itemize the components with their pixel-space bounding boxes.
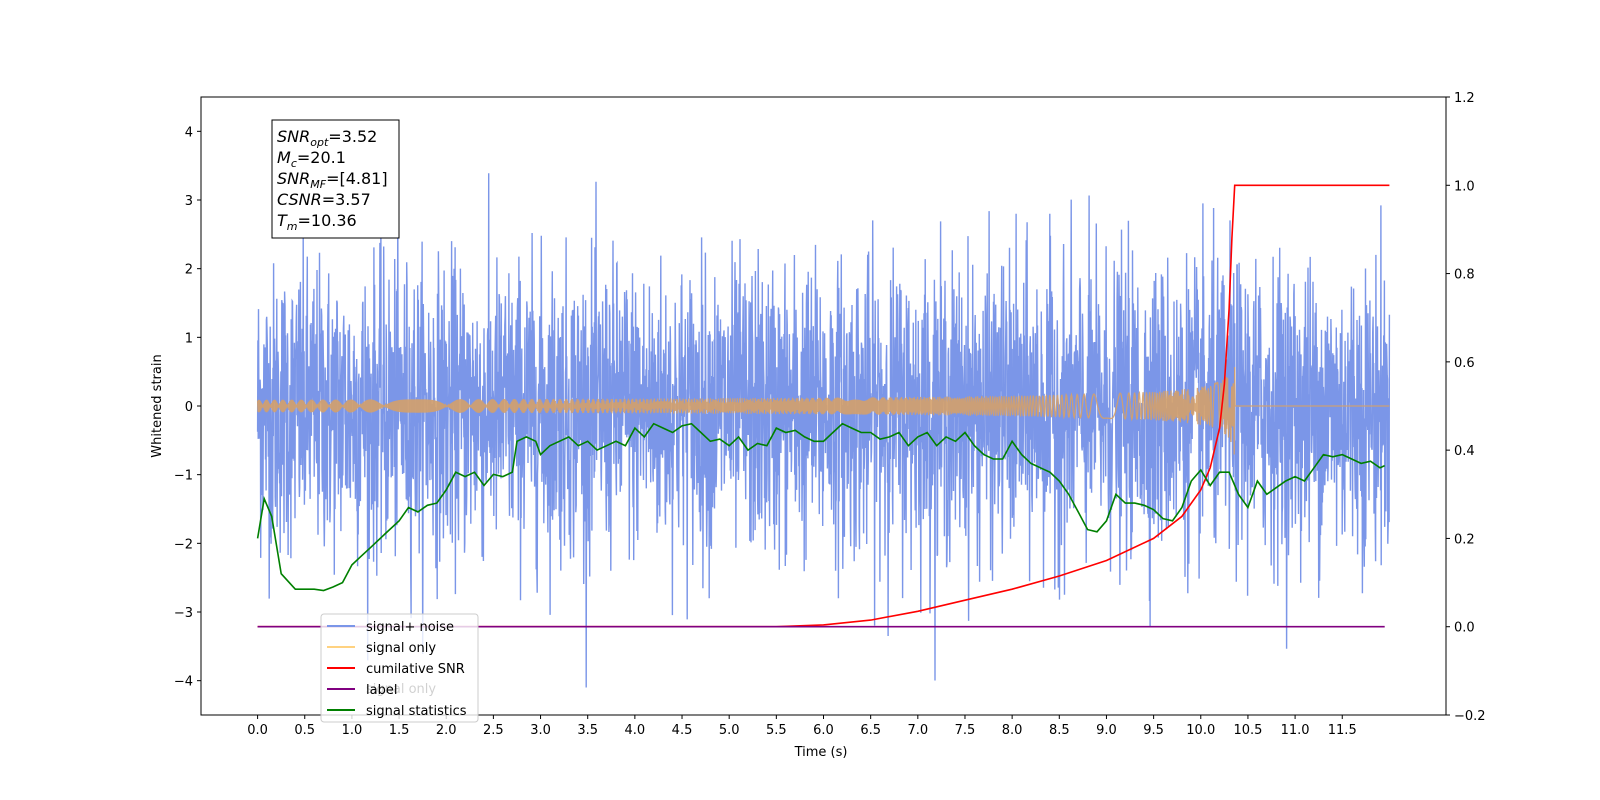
legend-frame [320, 613, 479, 723]
annotation-subscript: m [287, 220, 298, 233]
x-tick-label: 0.0 [247, 723, 268, 738]
annotation-symbol: T [277, 211, 288, 230]
x-tick-label: 4.5 [672, 723, 693, 738]
annotation-symbol: M [277, 148, 291, 167]
x-tick-label: 3.5 [577, 723, 598, 738]
annotation-value: =3.52 [328, 127, 377, 146]
y-left-tick-label: −2 [174, 537, 193, 552]
annotation-symbol: CSNR [277, 190, 322, 209]
y-left-tick-label: −4 [174, 675, 193, 690]
x-axis: 0.0 0.5 1.0 1.5 2.0 2.5 3.0 3.5 4.0 4.5 5.0 5.5 6.0 6… [247, 715, 1357, 738]
annotation-value: =10.36 [298, 211, 357, 230]
x-tick-label: 4.0 [625, 723, 646, 738]
annotation-line: SNRopt=3.52 [277, 127, 377, 149]
y-right-tick-label: 0.8 [1454, 268, 1475, 283]
x-tick-label: 11.0 [1281, 723, 1310, 738]
series-signal-statistics [256, 422, 1386, 592]
legend-label: cumilative SNR [366, 662, 465, 677]
y-right-tick-label: −0.2 [1454, 709, 1486, 724]
x-axis-label: Time (s) [794, 745, 848, 760]
annotation-symbol: SNR [277, 169, 310, 188]
x-tick-label: 5.0 [719, 723, 740, 738]
y-right-tick-label: 0.4 [1454, 444, 1475, 459]
legend-label: label [366, 683, 397, 698]
x-tick-label: 5.5 [766, 723, 787, 738]
x-tick-label: 10.0 [1186, 723, 1215, 738]
y-left-tick-label: 4 [185, 125, 193, 140]
annotation-line: SNRMF=[4.81] [277, 169, 388, 191]
x-tick-label: 0.5 [294, 723, 315, 738]
x-tick-label: 7.5 [955, 723, 976, 738]
series-signal-only [256, 367, 1390, 455]
annotation-subscript: MF [310, 178, 326, 191]
y-right-tick-label: 0.6 [1454, 356, 1475, 371]
y-axis-left: −4 −3 −2 −1 0 1 2 3 4 [174, 125, 201, 690]
x-tick-label: 1.5 [389, 723, 410, 738]
annotation-subscript: c [291, 157, 297, 170]
y-left-tick-label: −1 [174, 469, 193, 484]
legend-label: signal+ noise [366, 620, 454, 635]
y-left-tick-label: 3 [185, 194, 193, 209]
x-tick-label: 11.5 [1328, 723, 1357, 738]
annotation-value: =3.57 [322, 190, 371, 209]
annotation-value: =[4.81] [326, 169, 388, 188]
legend-ghost-text: signal only [366, 682, 436, 697]
y-axis-label: Whitened strain [150, 354, 165, 457]
y-left-tick-label: 0 [185, 400, 193, 415]
x-tick-label: 2.5 [483, 723, 504, 738]
annotation-box: SNRopt=3.52Mc=20.1SNRMF=[4.81]CSNR=3.57T… [271, 119, 400, 239]
x-tick-label: 8.5 [1049, 723, 1070, 738]
legend-label: signal statistics [366, 704, 467, 719]
annotation-symbol: SNR [277, 127, 310, 146]
y-right-tick-label: 0.2 [1454, 532, 1475, 547]
x-tick-label: 10.5 [1233, 723, 1262, 738]
x-tick-label: 7.0 [907, 723, 928, 738]
legend-label: signal only [366, 641, 436, 656]
annotation-line: CSNR=3.57 [277, 190, 371, 209]
series-signal-plus-noise [256, 173, 1391, 688]
y-left-tick-label: 2 [185, 263, 193, 278]
annotation-subscript: opt [310, 136, 329, 149]
y-axis-right: −0.2 0.0 0.2 0.4 0.6 0.8 1.0 1.2 [1446, 91, 1486, 724]
x-tick-label: 9.0 [1096, 723, 1117, 738]
y-right-tick-label: 1.2 [1454, 91, 1475, 106]
legend: signal only signal+ noise signal only cumi… [320, 613, 479, 723]
x-tick-label: 9.5 [1143, 723, 1164, 738]
y-right-tick-label: 1.0 [1454, 179, 1475, 194]
y-right-tick-label: 0.0 [1454, 621, 1475, 636]
x-tick-label: 6.5 [860, 723, 881, 738]
x-tick-label: 6.0 [813, 723, 834, 738]
x-tick-label: 8.0 [1002, 723, 1023, 738]
annotation-line: Mc=20.1 [277, 148, 346, 170]
annotation-frame [271, 119, 400, 239]
annotation-value: =20.1 [297, 148, 346, 167]
y-left-tick-label: −3 [174, 606, 193, 621]
y-left-tick-label: 1 [185, 331, 193, 346]
x-tick-label: 2.0 [436, 723, 457, 738]
series-cumilative-snr [257, 184, 1390, 628]
x-tick-label: 3.0 [530, 723, 551, 738]
annotation-line: Tm=10.36 [277, 211, 357, 233]
x-tick-label: 1.0 [342, 723, 363, 738]
